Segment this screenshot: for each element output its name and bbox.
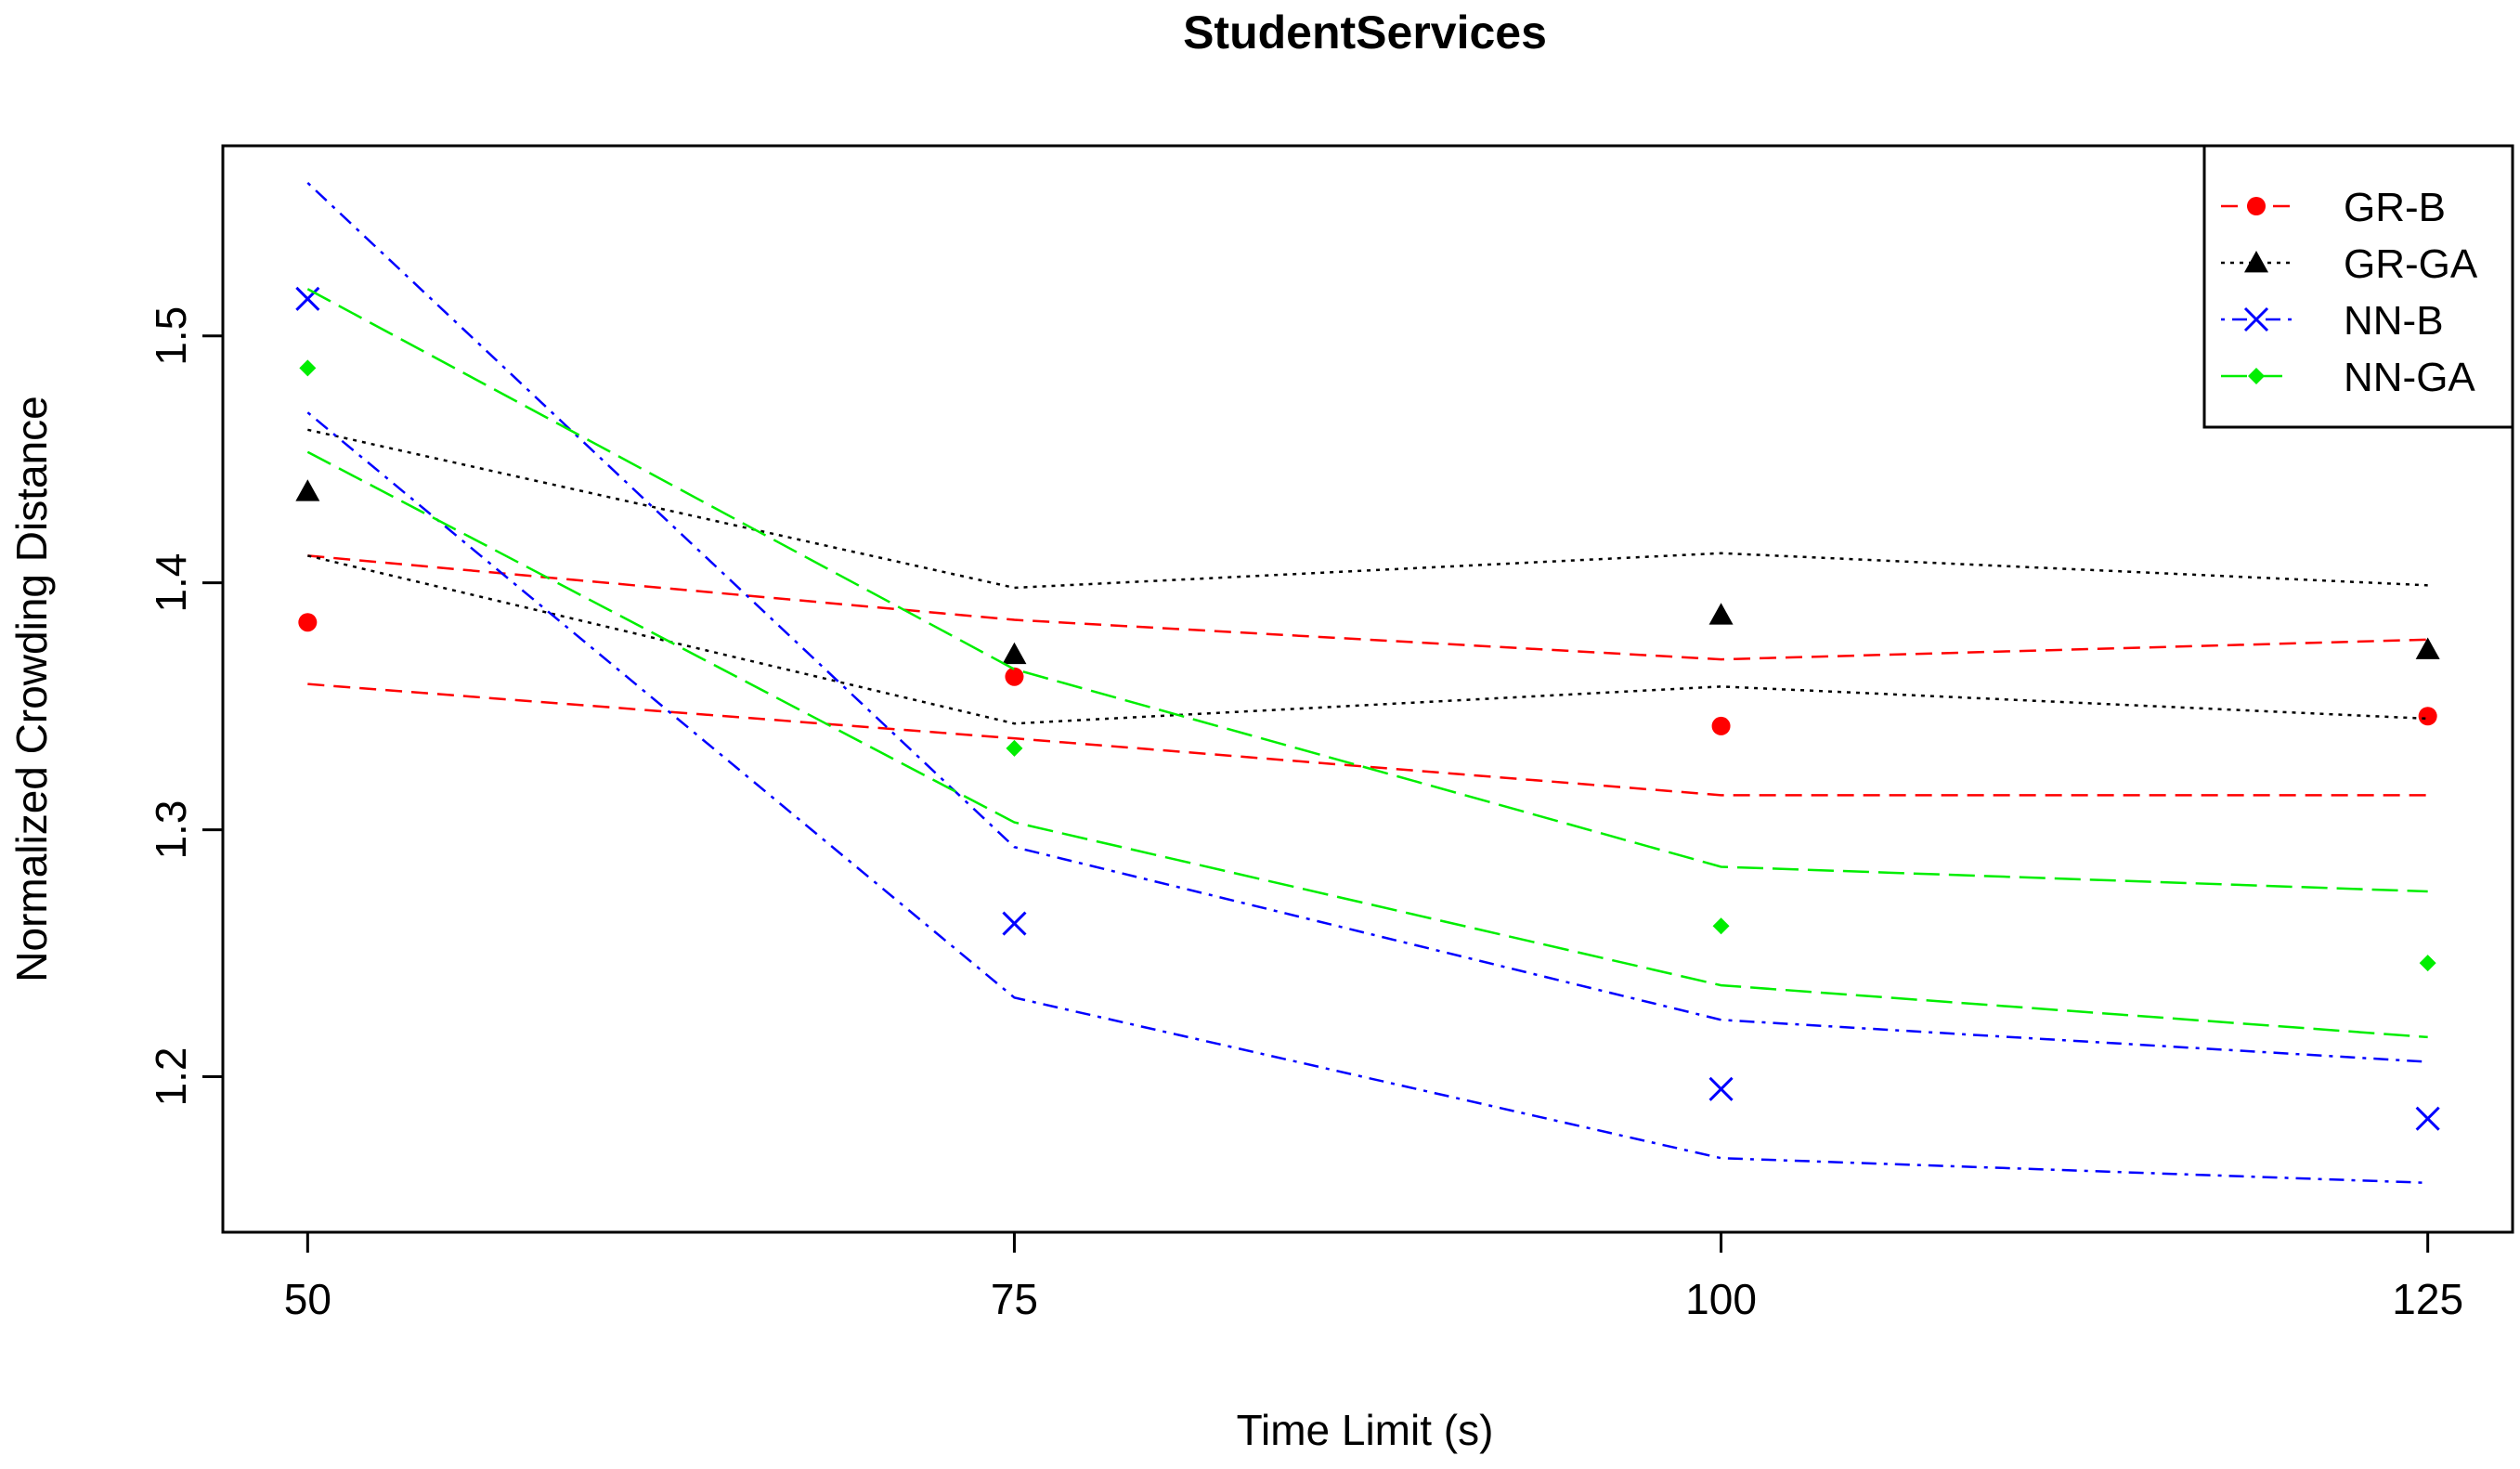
series-gr-b-lower-line — [307, 682, 2428, 797]
series-nn-ga — [299, 288, 2436, 1039]
series-nn-ga-point — [1712, 917, 1730, 935]
y-tick-label: 1.2 — [147, 1047, 195, 1107]
y-axis: 1.2 1.3 1.4 1.5 — [147, 306, 225, 1107]
series-nn-ga-point — [1006, 739, 1023, 757]
x-tick-label: 75 — [991, 1275, 1038, 1323]
series-gr-ga-upper-line — [307, 428, 2428, 590]
y-tick-label: 1.5 — [147, 306, 195, 366]
x-tick-label: 50 — [284, 1275, 331, 1323]
legend: GR-B GR-GA NN-B NN-GA — [2202, 144, 2514, 429]
legend-item-nn-ga: NN-GA — [2221, 355, 2475, 400]
legend-item-nn-b: NN-B — [2221, 298, 2444, 344]
series-gr-ga-lower-line — [307, 554, 2428, 725]
legend-label: NN-B — [2344, 298, 2444, 344]
x-axis-label: Time Limit (s) — [1237, 1406, 1494, 1454]
x-axis: 50 75 100 125 — [284, 1230, 2463, 1323]
series-nn-b-upper-line — [306, 181, 2428, 1063]
series-nn-b-point — [1002, 911, 1027, 936]
series-nn-ga-upper-line — [306, 288, 2428, 893]
series-gr-b-point — [298, 613, 318, 632]
series-nn-ga-point — [2419, 955, 2436, 972]
y-tick-label: 1.4 — [147, 553, 195, 613]
series-gr-b — [298, 554, 2437, 797]
series-gr-b-point — [1711, 716, 1731, 735]
legend-item-gr-ga: GR-GA — [2221, 241, 2478, 287]
series-gr-ga-point — [1708, 603, 1734, 625]
series-nn-ga-point — [299, 359, 317, 377]
series-layer — [295, 181, 2440, 1185]
series-gr-b-point — [1005, 667, 1024, 686]
legend-label: GR-GA — [2344, 241, 2478, 287]
y-tick-label: 1.3 — [147, 800, 195, 860]
x-tick-label: 125 — [2392, 1275, 2463, 1323]
series-nn-b — [295, 181, 2440, 1185]
legend-marker — [2247, 197, 2266, 215]
legend-marker — [2248, 368, 2265, 384]
series-nn-b-point — [2415, 1106, 2440, 1131]
series-nn-b-point — [295, 286, 320, 311]
y-axis-label: Normalized Crowding Distance — [7, 396, 56, 982]
series-gr-b-upper-line — [307, 554, 2428, 661]
series-nn-b-point — [1708, 1076, 1734, 1101]
x-tick-label: 100 — [1685, 1275, 1757, 1323]
series-gr-ga-point — [1002, 642, 1027, 665]
series-gr-b-point — [2418, 707, 2437, 726]
legend-marker — [2244, 251, 2268, 273]
legend-marker — [2243, 306, 2269, 332]
series-gr-ga-point — [295, 479, 320, 501]
series-nn-b-lower-line — [306, 411, 2428, 1185]
chart-title: StudentServices — [1183, 6, 1547, 58]
series-gr-ga-point — [2415, 637, 2440, 659]
legend-item-gr-b: GR-B — [2221, 185, 2446, 230]
series-gr-ga — [295, 428, 2440, 725]
legend-label: NN-GA — [2344, 355, 2475, 400]
series-nn-ga-lower-line — [306, 450, 2428, 1039]
legend-label: GR-B — [2344, 185, 2446, 230]
